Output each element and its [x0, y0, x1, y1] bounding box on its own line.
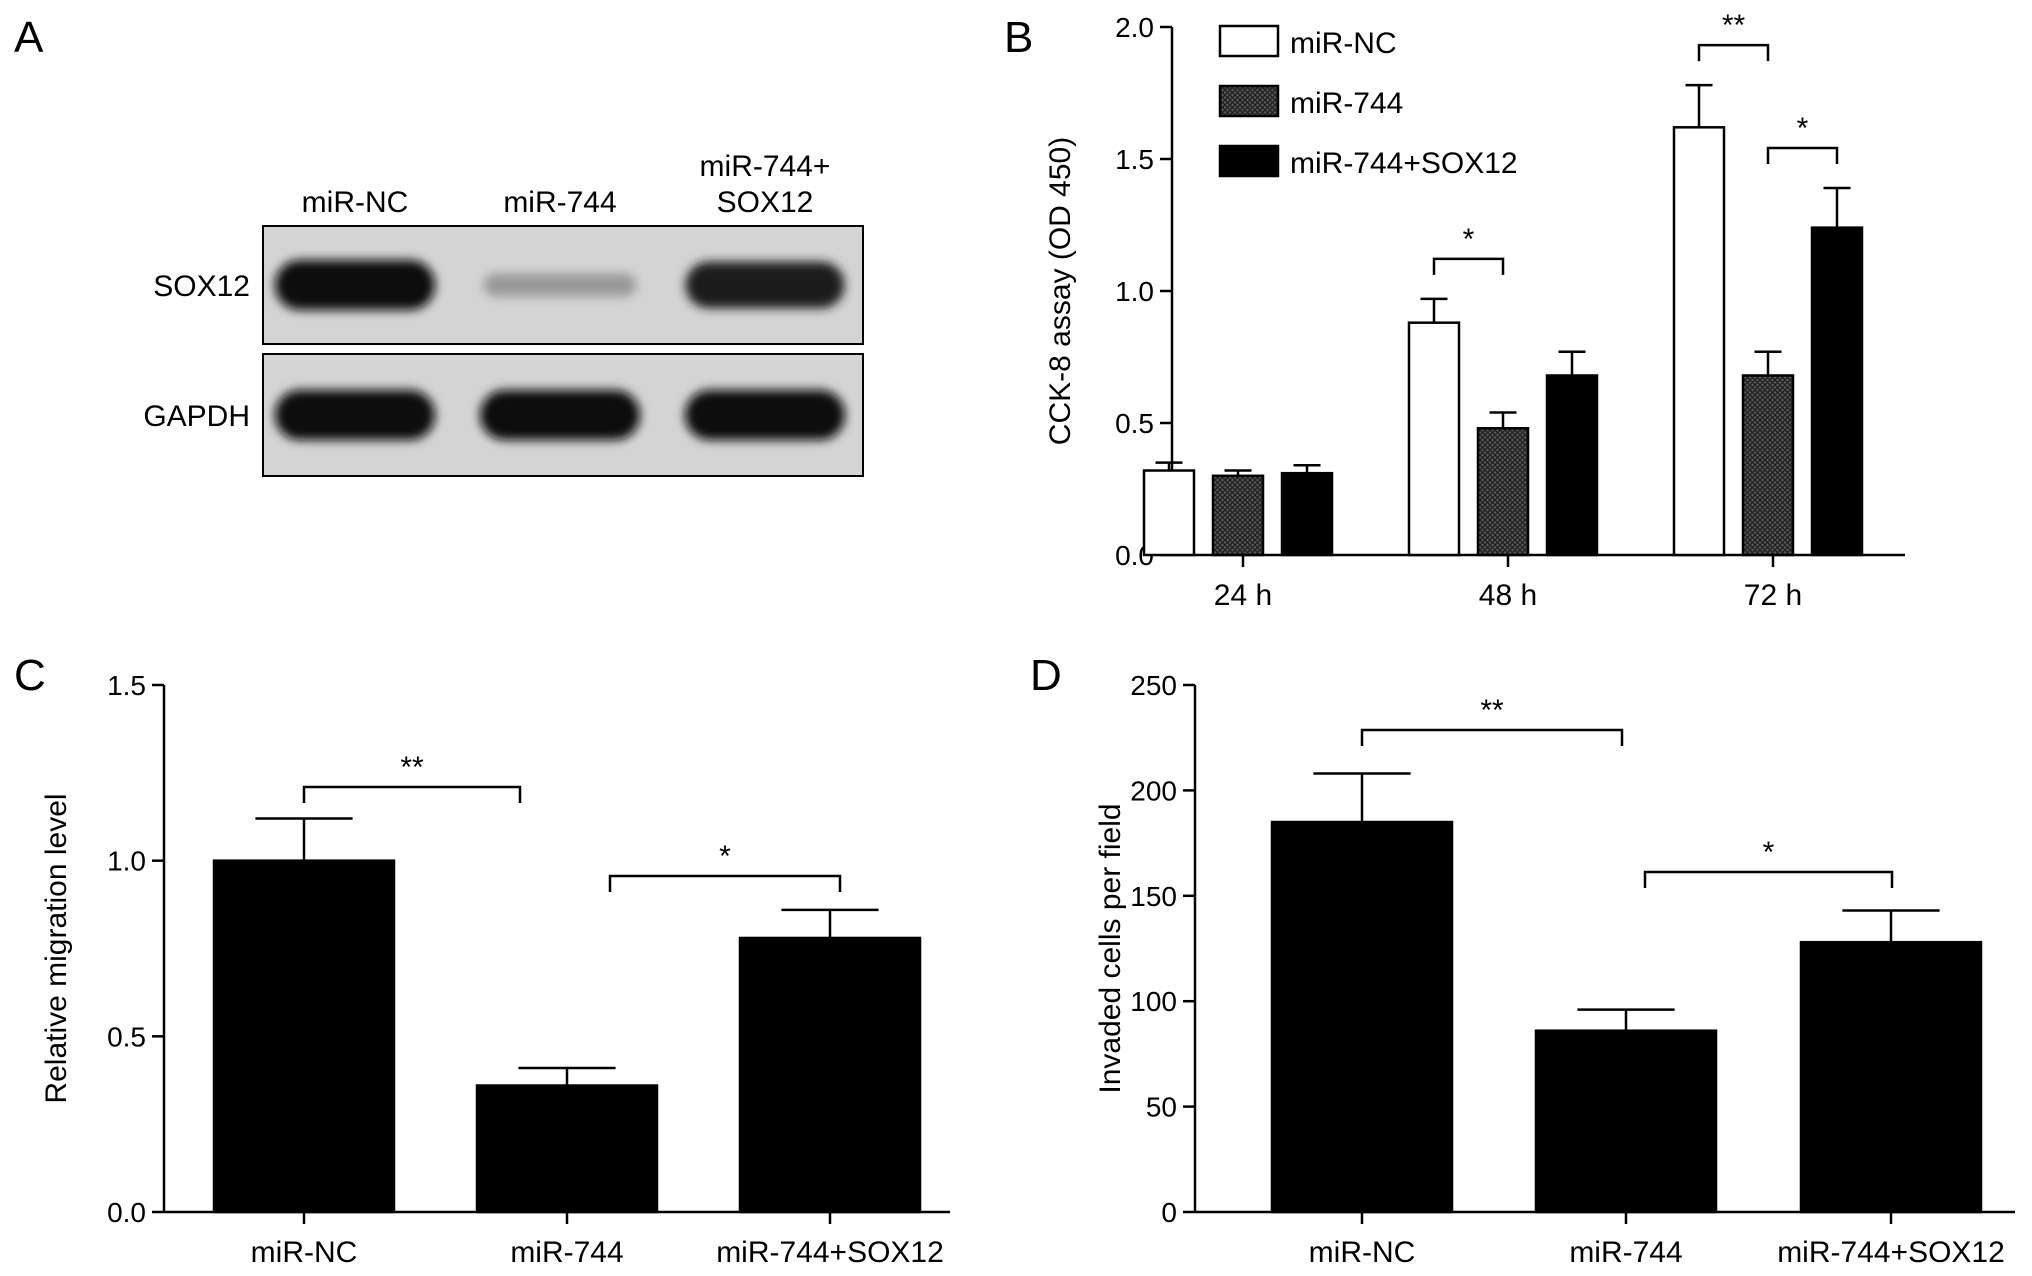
blot-row: SOX12	[153, 225, 864, 345]
panel-label-b: B	[1004, 13, 1033, 62]
y-tick-label: 0.5	[1115, 408, 1154, 439]
blot-lane-label: miR-744	[503, 186, 616, 219]
significance-label: **	[400, 751, 424, 784]
blot-row: GAPDH	[143, 353, 864, 477]
legend-swatch	[1218, 24, 1280, 58]
significance-label: *	[719, 840, 731, 873]
y-tick-label: 0.0	[107, 1197, 146, 1228]
legend-swatch	[1218, 84, 1280, 118]
bar	[1672, 126, 1726, 557]
chart-migration: 0.0 0.5 1.0 1.5 Relative migration level miR-…	[40, 670, 950, 1269]
bar	[1407, 321, 1461, 557]
x-tick-label: miR-744+SOX12	[1777, 1236, 2005, 1269]
significance-bracket	[1697, 43, 1770, 62]
significance-bracket	[1360, 728, 1624, 746]
bar	[1142, 469, 1196, 557]
legend: miR-NC miR-744 miR-744+SOX12	[1218, 24, 1518, 180]
y-tick-label: 2.0	[1115, 12, 1154, 43]
chart-invasion: 0 50 100 150 200 250 Invaded cells per field mi…	[1094, 670, 2015, 1269]
y-tick-label: 0	[1161, 1197, 1177, 1228]
blot-band	[483, 273, 637, 297]
y-axis-title: Invaded cells per field	[1094, 803, 1127, 1093]
legend-label: miR-744	[1290, 87, 1403, 120]
blot-band	[275, 260, 435, 310]
significance-label: **	[1480, 694, 1504, 727]
bar	[1280, 471, 1334, 557]
blot-band	[685, 390, 845, 440]
bar	[1545, 374, 1599, 557]
bar	[1810, 226, 1864, 557]
significance-bracket	[302, 785, 522, 803]
blot-band	[685, 261, 845, 309]
y-axis-title: Relative migration level	[40, 793, 73, 1103]
x-tick-label: miR-744	[1569, 1236, 1682, 1269]
x-tick-label: miR-NC	[251, 1236, 358, 1269]
bar	[1270, 820, 1454, 1214]
y-tick-label: 200	[1130, 775, 1177, 806]
significance-bracket	[1432, 257, 1505, 275]
significance-bracket	[608, 874, 842, 892]
panel-label-c: C	[14, 651, 46, 700]
bar	[475, 1084, 659, 1214]
y-tick-label: 150	[1130, 881, 1177, 912]
y-tick-label: 1.5	[1115, 144, 1154, 175]
blot-row-label: SOX12	[153, 270, 250, 303]
y-tick-label: 250	[1130, 670, 1177, 701]
legend-label: miR-NC	[1290, 27, 1397, 60]
bar	[738, 936, 922, 1214]
x-tick-label: 72 h	[1744, 579, 1802, 612]
bar	[1534, 1029, 1718, 1214]
y-tick-label: 1.5	[107, 670, 146, 701]
legend-swatch	[1218, 144, 1280, 178]
bar	[1476, 427, 1530, 557]
blot-lane-label: miR-NC	[302, 186, 409, 219]
x-tick-label: 48 h	[1479, 579, 1537, 612]
legend-label: miR-744+SOX12	[1290, 147, 1518, 180]
x-tick-label: miR-NC	[1309, 1236, 1416, 1269]
significance-bracket	[1643, 870, 1894, 888]
significance-label: *	[1463, 223, 1475, 256]
x-tick-label: miR-744+SOX12	[716, 1236, 944, 1269]
panel-label-d: D	[1030, 651, 1062, 700]
blot-lane-label: miR-744+	[700, 150, 831, 183]
bar	[1799, 940, 1983, 1214]
significance-bracket	[1766, 146, 1839, 165]
significance-label: **	[1722, 9, 1746, 42]
y-tick-label: 100	[1130, 986, 1177, 1017]
blot-row-label: GAPDH	[143, 400, 250, 433]
y-tick-label: 0.5	[107, 1021, 146, 1052]
y-tick-label: 50	[1146, 1092, 1177, 1123]
y-tick-label: 1.0	[1115, 276, 1154, 307]
x-tick-label: 24 h	[1214, 579, 1272, 612]
blot-rows: SOX12 GAPDH	[143, 225, 864, 477]
blot-lane-label: SOX12	[717, 186, 814, 219]
bar	[1741, 374, 1795, 557]
y-axis-title: CCK-8 assay (OD 450)	[1044, 137, 1077, 445]
blot-band	[480, 390, 640, 440]
x-tick-label: miR-744	[510, 1236, 623, 1269]
blot-band	[275, 390, 435, 440]
bar	[1211, 474, 1265, 557]
significance-label: *	[1797, 112, 1809, 145]
y-tick-label: 1.0	[107, 846, 146, 877]
significance-label: *	[1763, 836, 1775, 869]
panel-label-a: A	[14, 13, 44, 62]
bar	[212, 859, 396, 1214]
blot-lane-labels: miR-NC miR-744 miR-744+SOX12	[302, 150, 831, 219]
